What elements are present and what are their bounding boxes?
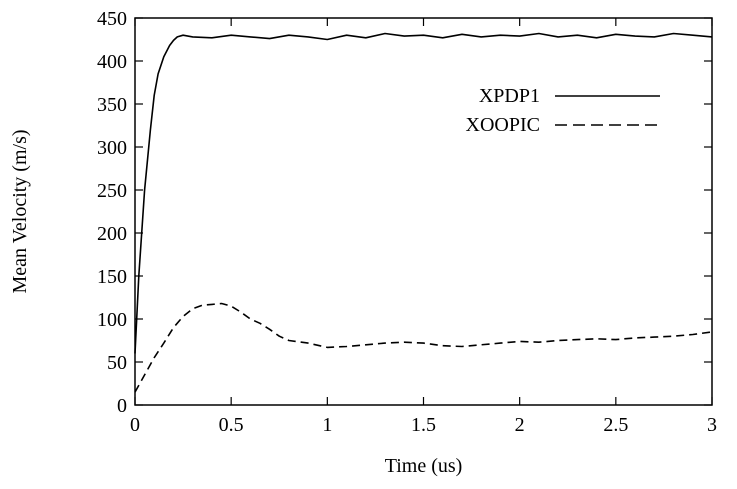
x-axis-label: Time (us) <box>385 455 463 477</box>
x-tick-label: 2 <box>515 414 525 436</box>
y-tick-label: 50 <box>107 352 127 374</box>
y-tick-label: 400 <box>97 51 127 73</box>
y-tick-label: 250 <box>97 180 127 202</box>
y-tick-label: 200 <box>97 223 127 245</box>
x-tick-label: 3 <box>707 414 717 436</box>
y-tick-label: 150 <box>97 266 127 288</box>
legend-label-xoopic: XOOPIC <box>466 114 540 136</box>
legend-label-xpdp1: XPDP1 <box>479 85 540 107</box>
y-tick-label: 0 <box>117 395 127 417</box>
series-line-xoopic <box>134 302 713 393</box>
y-tick-label: 300 <box>97 137 127 159</box>
series-layer <box>134 32 713 393</box>
x-tick-label: 1.5 <box>411 414 436 436</box>
y-axis-label: Mean Velocity (m/s) <box>9 129 31 293</box>
plot-frame <box>134 17 713 406</box>
x-tick-label: 2.5 <box>603 414 628 436</box>
y-tick-label: 450 <box>97 8 127 30</box>
series-line-xpdp1 <box>134 32 713 354</box>
ticks-layer: 0 0.5 1 1.5 2 2.5 3 0 50 100 150 200 250 300 350 400 450 <box>97 8 717 436</box>
x-tick-label: 1 <box>322 414 332 436</box>
y-tick-label: 100 <box>97 309 127 331</box>
y-tick-label: 350 <box>97 94 127 116</box>
x-tick-label: 0 <box>130 414 140 436</box>
x-tick-label: 0.5 <box>219 414 244 436</box>
legend: XPDP1 XOOPIC <box>466 85 660 136</box>
